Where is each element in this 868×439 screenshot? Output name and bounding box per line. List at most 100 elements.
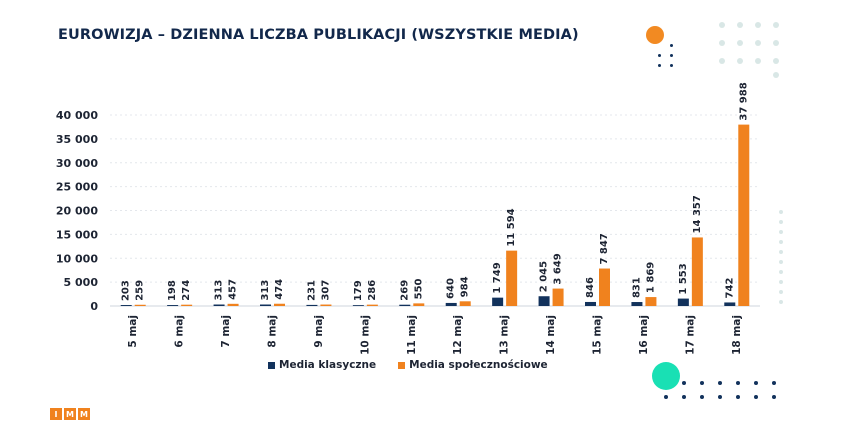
bar-social [274,303,285,306]
data-label: 1 553 [678,263,689,294]
gray-dot-decor [773,72,779,78]
navy-dot-decor [772,395,776,399]
bar-classic [167,305,179,306]
page-title: EUROWIZJA – DZIENNA LICZBA PUBLIKACJI (W… [58,27,579,43]
bar-classic [213,304,225,306]
gray-dot-decor [755,58,761,64]
data-label: 550 [413,278,424,299]
teal-circle-decor [652,362,680,390]
data-label: 269 [399,280,410,301]
bar-classic [399,304,411,306]
x-tick-label: 16 maj [638,315,650,355]
bar-classic [306,304,318,306]
navy-dot-decor [657,63,661,67]
data-label: 640 [446,278,457,299]
bar-classic [631,302,643,306]
y-tick-label: 10 000 [56,252,98,265]
navy-dot-decor [700,381,704,385]
data-label: 984 [460,276,471,297]
gray-dot-decor [779,270,783,274]
data-label: 203 [121,280,132,301]
logo-letter-m1: M [64,408,76,420]
navy-dot-decor [718,381,722,385]
navy-dot-decor [754,395,758,399]
data-label: 742 [724,278,735,299]
x-tick-label: 13 maj [499,315,511,355]
gray-dot-decor [719,40,725,46]
y-axis: 0 5 000 10 000 15 000 20 000 25 000 30 000 35 0… [56,109,98,313]
navy-dot-decor [682,395,686,399]
gray-dot-decor [773,22,779,28]
navy-dot-decor [682,381,686,385]
bar-social [738,124,750,306]
data-label: 37 988 [738,82,749,120]
data-label: 1 749 [492,262,503,293]
x-tick-label: 6 maj [174,315,186,348]
legend-label-classic: Media klasyczne [279,359,377,371]
bar-classic [538,296,550,306]
logo-letter-i: I [50,408,62,420]
orange-circle-decor [646,26,664,44]
x-tick-label: 18 maj [731,315,743,355]
navy-dot-decor [657,53,661,57]
data-label: 1 869 [645,262,656,293]
data-label: 474 [274,279,285,300]
data-label: 2 045 [539,261,550,292]
x-tick-label: 10 maj [359,315,371,355]
value-labels: 203 259 198 274 313 457 313 474 231 307 179 286 269 5… [121,82,750,301]
gray-dot-decor [779,220,783,224]
bar-classic [120,305,132,306]
x-tick-label: 9 maj [313,315,325,348]
y-tick-label: 0 [90,300,98,313]
bar-classic [260,304,271,306]
gray-dot-decor [779,280,783,284]
gray-dot-decor [737,58,743,64]
gray-dot-decor [755,40,761,46]
bar-social [181,304,193,306]
y-tick-label: 15 000 [56,228,98,241]
chart-bars [120,124,750,306]
navy-dot-decor [754,381,758,385]
data-label: 286 [367,280,378,301]
navy-dot-decor [669,53,673,57]
y-tick-label: 5 000 [64,276,99,289]
gray-dot-decor [779,250,783,254]
navy-dot-decor [664,395,668,399]
data-label: 831 [631,277,642,298]
y-tick-label: 35 000 [56,133,98,146]
gray-dot-decor [755,22,761,28]
gray-dot-decor [737,40,743,46]
y-tick-label: 30 000 [56,157,98,170]
data-label: 3 649 [553,253,564,284]
gray-dot-decor [779,260,783,264]
navy-dot-decor [736,381,740,385]
data-label: 846 [585,277,596,298]
data-label: 14 357 [692,195,703,233]
imm-logo: I M M [50,408,90,420]
bar-social [691,237,703,306]
x-tick-label: 12 maj [452,315,464,355]
navy-dot-decor [700,395,704,399]
legend-item-classic: Media klasyczne [268,359,376,371]
bar-social [599,268,610,306]
bar-classic [724,302,736,306]
legend-swatch-social [398,361,406,369]
bar-classic [677,298,689,306]
legend-item-social: Media społecznościowe [398,359,548,371]
chart-grid [110,114,760,307]
data-label: 7 847 [599,233,610,264]
bar-social [413,303,425,306]
gray-dot-decor [773,40,779,46]
navy-dot-decor [669,43,673,47]
gray-dot-decor [737,22,743,28]
bar-social [227,303,239,306]
x-tick-label: 7 maj [220,315,232,348]
navy-dot-decor [772,381,776,385]
x-tick-label: 11 maj [406,315,418,355]
gray-dot-decor [779,290,783,294]
logo-letter-m2: M [78,408,90,420]
bar-classic [445,302,457,306]
data-label: 307 [320,280,331,301]
legend-swatch-classic [268,361,275,369]
legend-label-social: Media społecznościowe [409,359,548,371]
